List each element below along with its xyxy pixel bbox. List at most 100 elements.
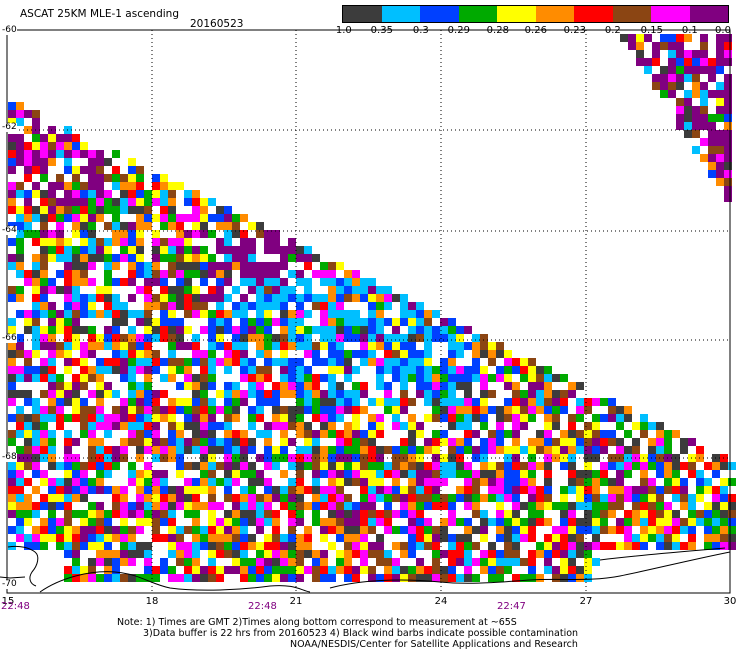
data-cell (440, 318, 448, 326)
data-cell (64, 494, 72, 502)
data-cell (144, 262, 152, 270)
data-cell (344, 390, 352, 398)
data-cell (656, 518, 664, 526)
data-cell (416, 430, 424, 438)
data-cell (184, 406, 192, 414)
data-cell (472, 470, 480, 478)
data-cell (24, 374, 32, 382)
data-cell (592, 430, 600, 438)
data-cell (624, 542, 632, 550)
data-cell (80, 230, 88, 238)
data-cell (592, 486, 600, 494)
data-cell (712, 462, 720, 470)
data-cell (256, 406, 264, 414)
data-cell (544, 566, 552, 574)
data-cell (408, 334, 416, 342)
data-cell (56, 478, 64, 486)
data-cell (128, 174, 136, 182)
data-cell (208, 566, 216, 574)
data-cell (256, 430, 264, 438)
data-cell (684, 106, 692, 114)
data-cell (88, 414, 96, 422)
data-cell (448, 406, 456, 414)
data-cell (280, 534, 288, 542)
data-cell (724, 146, 732, 154)
data-cell (128, 366, 136, 374)
data-cell (724, 114, 732, 122)
data-cell (296, 422, 304, 430)
data-cell (160, 270, 168, 278)
data-cell (72, 574, 80, 582)
data-cell (584, 510, 592, 518)
data-cell (32, 150, 40, 158)
data-cell (136, 222, 144, 230)
data-cell (304, 486, 312, 494)
data-cell (608, 510, 616, 518)
data-cell (144, 366, 152, 374)
data-cell (544, 462, 552, 470)
data-cell (160, 486, 168, 494)
data-cell (144, 558, 152, 566)
data-cell (104, 358, 112, 366)
data-cell (112, 262, 120, 270)
data-cell (192, 190, 200, 198)
data-cell (232, 246, 240, 254)
note-line-1: Note: 1) Times are GMT 2)Times along bot… (117, 617, 517, 628)
data-cell (336, 390, 344, 398)
data-cell (192, 526, 200, 534)
data-cell (296, 294, 304, 302)
data-cell (88, 326, 96, 334)
data-cell (32, 110, 40, 118)
data-cell (624, 430, 632, 438)
data-cell (224, 566, 232, 574)
data-cell (684, 98, 692, 106)
data-cell (240, 574, 248, 582)
data-cell (176, 534, 184, 542)
data-cell (636, 34, 644, 42)
data-cell (240, 214, 248, 222)
data-cell (408, 374, 416, 382)
data-cell (400, 566, 408, 574)
data-cell (160, 198, 168, 206)
data-cell (128, 414, 136, 422)
data-cell (440, 398, 448, 406)
data-cell (240, 358, 248, 366)
data-cell (352, 518, 360, 526)
data-cell (248, 366, 256, 374)
data-cell (488, 542, 496, 550)
data-cell (664, 510, 672, 518)
data-cell (104, 462, 112, 470)
data-cell (608, 478, 616, 486)
data-cell (152, 334, 160, 342)
data-cell (216, 262, 224, 270)
data-cell (384, 470, 392, 478)
data-cell (440, 406, 448, 414)
data-cell (680, 526, 688, 534)
data-cell (280, 278, 288, 286)
data-cell (168, 406, 176, 414)
data-cell (288, 374, 296, 382)
data-cell (40, 158, 48, 166)
data-cell (80, 206, 88, 214)
data-cell (352, 366, 360, 374)
data-cell (480, 518, 488, 526)
data-cell (192, 502, 200, 510)
data-cell (112, 350, 120, 358)
data-cell (656, 438, 664, 446)
data-cell (320, 526, 328, 534)
data-cell (692, 114, 700, 122)
data-cell (408, 414, 416, 422)
data-cell (56, 542, 64, 550)
data-cell (536, 390, 544, 398)
data-cell (432, 310, 440, 318)
data-cell (352, 446, 360, 454)
data-cell (408, 422, 416, 430)
data-cell (592, 414, 600, 422)
data-cell (240, 486, 248, 494)
data-cell (56, 406, 64, 414)
data-cell (160, 566, 168, 574)
data-cell (72, 438, 80, 446)
data-cells (8, 34, 736, 582)
data-cell (376, 518, 384, 526)
data-cell (584, 494, 592, 502)
